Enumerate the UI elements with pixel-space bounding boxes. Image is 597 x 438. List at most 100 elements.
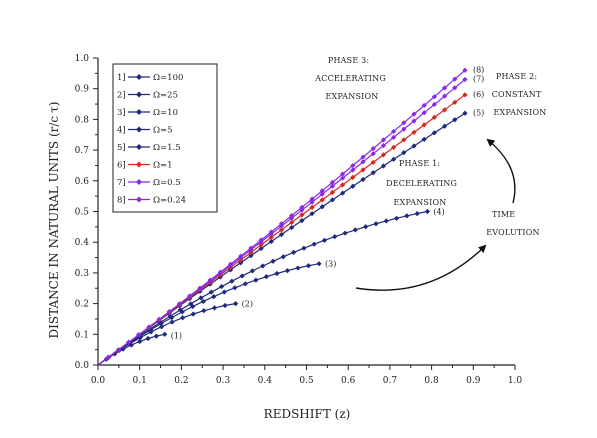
data-point bbox=[227, 261, 234, 267]
legend-box bbox=[112, 63, 218, 213]
data-point bbox=[350, 162, 356, 169]
data-point bbox=[222, 302, 228, 309]
data-point bbox=[268, 238, 274, 245]
time-evolution-annotation: TIME EVOLUTION bbox=[486, 210, 540, 237]
legend-number: 8] bbox=[117, 196, 126, 206]
data-point bbox=[278, 221, 285, 227]
data-point bbox=[373, 221, 379, 227]
y-tick-label: 0.3 bbox=[75, 269, 90, 279]
phase1-annotation: PHASE 1: DECELERATING EXPANSION bbox=[386, 159, 460, 207]
data-point bbox=[278, 227, 285, 233]
data-point bbox=[153, 333, 159, 339]
data-point bbox=[120, 346, 126, 352]
legend-number: 1] bbox=[117, 73, 126, 83]
data-point bbox=[190, 303, 196, 310]
curve-labels: (1) (2) (3) (4) (5) (6) (7)(8) bbox=[171, 65, 485, 340]
data-point bbox=[176, 301, 183, 307]
x-tick-label: 0.4 bbox=[258, 376, 273, 386]
curve-id-label: (4) bbox=[433, 208, 444, 217]
data-point bbox=[180, 315, 186, 321]
data-point bbox=[201, 308, 207, 314]
data-point bbox=[299, 207, 305, 213]
data-point bbox=[421, 102, 427, 109]
data-point bbox=[270, 258, 276, 264]
x-tick-label: 0.1 bbox=[133, 376, 147, 386]
y-tick-label: 0.9 bbox=[75, 85, 90, 95]
data-point bbox=[452, 85, 458, 91]
axes: 0.0 0.1 0.2 0.3 0.4 0.5 0.6 0.7 0.8 0.9 1.0 0.0 0.1 0… bbox=[75, 54, 523, 386]
data-point bbox=[462, 76, 468, 83]
data-point bbox=[218, 283, 225, 290]
data-point bbox=[105, 354, 111, 361]
data-point bbox=[329, 179, 336, 185]
data-point bbox=[319, 197, 325, 203]
time-arrow-upper bbox=[486, 138, 516, 204]
data-point bbox=[295, 265, 301, 271]
legend-entry: 3] Ω=10 bbox=[117, 108, 178, 118]
data-point bbox=[383, 218, 389, 224]
data-point bbox=[391, 156, 397, 162]
curve-id-label: (5) bbox=[473, 108, 484, 117]
data-point bbox=[309, 199, 315, 205]
legend-marker bbox=[136, 179, 142, 185]
legend-label: Ω=0.5 bbox=[153, 178, 181, 188]
data-point bbox=[404, 213, 410, 219]
data-point bbox=[248, 245, 254, 251]
legend-label: Ω=100 bbox=[153, 73, 183, 83]
data-point bbox=[258, 237, 264, 243]
data-point bbox=[401, 150, 407, 156]
data-point bbox=[350, 174, 356, 180]
data-point bbox=[414, 211, 420, 217]
data-point bbox=[342, 230, 348, 236]
data-point bbox=[431, 114, 437, 120]
data-point bbox=[421, 110, 427, 116]
data-point bbox=[242, 281, 248, 287]
data-point bbox=[350, 183, 356, 189]
data-point bbox=[128, 342, 134, 348]
data-point bbox=[299, 204, 305, 210]
data-point bbox=[115, 347, 121, 353]
legend-label: Ω=10 bbox=[153, 108, 178, 118]
data-point bbox=[431, 94, 437, 100]
data-point bbox=[380, 152, 387, 158]
data-point bbox=[319, 191, 325, 197]
data-point bbox=[329, 183, 336, 189]
data-point bbox=[248, 253, 254, 259]
data-point bbox=[177, 307, 183, 313]
data-point bbox=[125, 339, 132, 345]
data-point bbox=[146, 324, 152, 330]
data-point bbox=[441, 107, 448, 113]
data-point bbox=[166, 308, 172, 315]
y-tick-label: 0.1 bbox=[75, 330, 89, 340]
data-point bbox=[284, 268, 291, 274]
curve-id-label: (7) bbox=[473, 74, 484, 83]
curves bbox=[97, 67, 468, 366]
data-point bbox=[370, 151, 376, 157]
data-point bbox=[280, 254, 286, 260]
data-point bbox=[309, 211, 315, 217]
legend-entry: 8] Ω=0.24 bbox=[117, 196, 186, 206]
data-point bbox=[268, 229, 274, 235]
data-point bbox=[289, 212, 295, 219]
data-point bbox=[411, 118, 417, 124]
data-point bbox=[169, 319, 175, 325]
data-point bbox=[340, 190, 346, 196]
data-point bbox=[137, 338, 143, 345]
data-point bbox=[305, 263, 312, 269]
data-point bbox=[441, 123, 448, 129]
data-point bbox=[301, 245, 307, 251]
legend: 1] Ω=100 2] Ω=25 3] Ω=10 4] Ω=5 5] Ω=1.5 6] Ω=1 7] Ω=… bbox=[112, 63, 218, 213]
curve-id-label: (8) bbox=[473, 65, 484, 74]
y-tick-label: 1.0 bbox=[75, 54, 90, 64]
data-point bbox=[441, 93, 448, 99]
x-tick-label: 1.0 bbox=[508, 376, 523, 386]
data-point bbox=[207, 277, 213, 283]
legend-entry: 6] Ω=1 bbox=[117, 161, 173, 171]
legend-label: Ω=1.5 bbox=[153, 143, 181, 153]
legend-number: 7] bbox=[117, 178, 126, 188]
data-point bbox=[360, 167, 366, 173]
data-point bbox=[380, 163, 387, 169]
data-point bbox=[329, 197, 336, 203]
annotations: PHASE 3: ACCELERATING EXPANSION PHASE 2:… bbox=[314, 56, 546, 291]
